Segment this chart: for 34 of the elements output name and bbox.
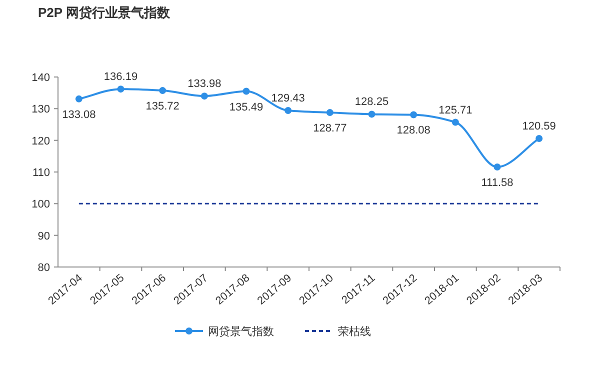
data-label: 111.58: [481, 176, 514, 189]
point: [200, 92, 208, 100]
data-label: 133.08: [62, 108, 96, 121]
point: [326, 109, 334, 116]
y-tick-label: 90: [38, 230, 50, 242]
chart-title: P2P 网贷行业景气指数: [38, 5, 171, 20]
point: [159, 87, 166, 94]
point: [242, 88, 250, 95]
point: [75, 95, 82, 102]
legend-label: 网贷景气指数: [208, 325, 274, 338]
point: [494, 163, 501, 170]
y-tick-label: 110: [32, 167, 50, 179]
data-label: 135.49: [229, 101, 264, 114]
data-label: 128.77: [313, 122, 347, 135]
point: [452, 118, 459, 126]
point: [117, 86, 124, 93]
data-label: 133.98: [188, 78, 222, 90]
legend-label: 荣枯线: [338, 325, 371, 338]
data-label: 120.59: [522, 120, 556, 132]
data-label: 128.25: [354, 96, 389, 108]
data-label: 128.08: [396, 124, 430, 137]
y-tick-label: 80: [38, 262, 50, 274]
point: [536, 134, 543, 142]
y-tick-label: 140: [32, 72, 50, 84]
data-label: 135.72: [146, 100, 180, 113]
data-label: 125.71: [438, 104, 472, 116]
y-tick-label: 130: [32, 104, 50, 116]
data-label: 129.43: [271, 92, 305, 104]
point: [368, 110, 376, 118]
data-label: 136.19: [104, 71, 138, 84]
point: [410, 111, 418, 118]
y-tick-label: 120: [32, 135, 50, 148]
y-tick-label: 100: [32, 198, 50, 211]
point: [284, 106, 292, 114]
